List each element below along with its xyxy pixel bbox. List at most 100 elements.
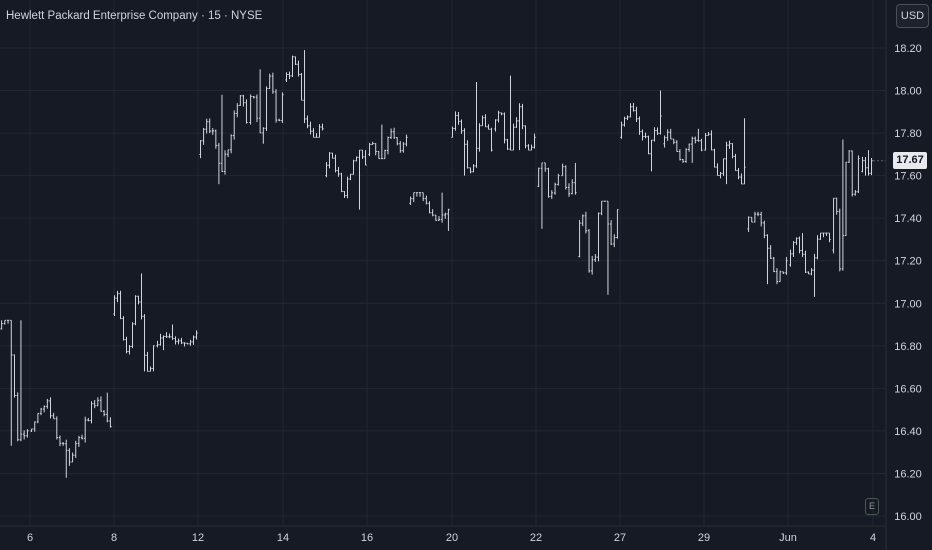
ohlc-bar	[574, 162, 577, 195]
ohlc-bar	[587, 229, 591, 273]
ohlc-bar	[700, 138, 703, 152]
ohlc-bar	[162, 335, 165, 351]
ohlc-bar	[22, 430, 26, 440]
ohlc-bar	[530, 144, 533, 151]
price-tick-label: 18.20	[894, 43, 922, 55]
ohlc-bar	[681, 159, 685, 163]
ohlc-bar	[220, 94, 224, 173]
ohlc-bar	[561, 163, 564, 177]
ohlc-bar	[186, 342, 189, 345]
ohlc-bar	[33, 421, 36, 432]
ohlc-bar	[557, 173, 560, 186]
ohlc-bar	[389, 128, 393, 140]
ohlc-bar	[113, 295, 116, 316]
symbol-legend[interactable]: Hewlett Packard Enterprise Company · 15 …	[6, 10, 263, 22]
ohlc-bar	[168, 333, 171, 339]
ohlc-bar	[334, 154, 337, 173]
ohlc-bar	[223, 150, 227, 175]
ohlc-bar	[571, 179, 574, 195]
ohlc-bar	[454, 111, 457, 131]
ohlc-bar	[149, 366, 152, 372]
ohlc-bar	[487, 124, 490, 130]
ohlc-bar	[533, 133, 536, 149]
ohlc-bar	[309, 121, 312, 135]
ohlc-bar	[509, 75, 512, 151]
ohlc-bar	[349, 173, 352, 181]
ohlc-bar	[122, 316, 125, 341]
ohlc-bar	[268, 73, 271, 90]
currency-button[interactable]: USD	[896, 4, 929, 28]
ohlc-bar	[663, 135, 666, 148]
ohlc-bar	[236, 103, 239, 118]
ohlc-bar	[106, 392, 109, 423]
ohlc-bar	[412, 192, 415, 203]
ohlc-bar	[763, 220, 766, 239]
ohlc-bar	[512, 123, 515, 151]
ohlc-bar	[725, 141, 728, 185]
ohlc-bar	[687, 143, 691, 152]
time-tick-label: Jun	[779, 532, 797, 544]
ohlc-bar	[211, 128, 214, 135]
ohlc-bar	[77, 435, 81, 447]
ohlc-bar	[801, 233, 804, 258]
ohlc-bar	[870, 157, 873, 176]
ohlc-bar	[867, 150, 870, 176]
price-axis[interactable]: 16.00 16.20 16.40 16.60 16.80 17.00 17.20 17.40…	[894, 43, 922, 523]
ohlc-bar	[707, 132, 710, 136]
ohlc-bar	[644, 132, 647, 139]
ohlc-bar	[734, 153, 737, 172]
price-tick-label: 16.80	[894, 341, 922, 353]
ohlc-bar	[318, 124, 321, 138]
ohlc-bar	[553, 182, 557, 195]
ohlc-bar	[851, 150, 854, 197]
ohlc-bar	[80, 434, 84, 440]
ohlc-bar	[697, 128, 700, 142]
time-tick-label: 4	[870, 532, 876, 544]
ohlc-bar	[402, 142, 405, 153]
ohlc-bar	[143, 314, 146, 372]
ohlc-bar	[451, 126, 454, 138]
ohlc-bar	[472, 164, 475, 173]
ohlc-bar	[590, 255, 594, 275]
ohlc-bar	[102, 410, 106, 417]
price-tick-label: 16.20	[894, 468, 922, 480]
ohlc-bar	[265, 86, 268, 132]
ohlc-bar	[294, 56, 297, 65]
ohlc-bar	[377, 151, 380, 160]
ohlc-bar	[189, 339, 192, 346]
ohlc-bar	[737, 168, 740, 180]
ohlc-bar	[183, 342, 186, 347]
ohlc-bar	[399, 141, 402, 153]
ohlc-bar	[547, 167, 550, 198]
ohlc-bar	[19, 320, 23, 442]
ohlc-bar	[597, 212, 600, 262]
ohlc-bar	[481, 115, 484, 127]
ohlc-bar	[606, 200, 610, 295]
ohlc-bar	[484, 114, 487, 128]
ohlc-bar	[371, 141, 374, 145]
ohlc-bar	[39, 407, 43, 416]
ohlc-bar	[291, 55, 294, 78]
ohlc-bar	[518, 103, 521, 151]
time-axis[interactable]: 6 8 12 14 16 20 22 27 29 Jun 4	[27, 532, 876, 544]
ohlc-bar	[635, 106, 638, 122]
ohlc-bar	[6, 319, 10, 324]
time-tick-label: 22	[530, 532, 542, 544]
ohlc-bar	[30, 428, 33, 432]
ohlc-bar	[214, 129, 218, 149]
ohlc-bar	[431, 209, 434, 217]
time-tick-label: 16	[361, 532, 373, 544]
ohlc-bar	[358, 149, 361, 210]
time-tick-label: 29	[698, 532, 710, 544]
ohlc-bar	[13, 354, 16, 398]
earnings-badge[interactable]: E	[865, 498, 879, 515]
ohlc-bar	[3, 319, 7, 325]
price-tick-label: 17.40	[894, 213, 922, 225]
ohlc-bar	[171, 324, 174, 340]
ohlc-bar	[16, 392, 19, 442]
ohlc-bar	[540, 162, 544, 229]
ohlc-bar	[421, 192, 425, 202]
ohlc-bar	[331, 152, 334, 159]
ohlc-bar	[278, 118, 281, 122]
